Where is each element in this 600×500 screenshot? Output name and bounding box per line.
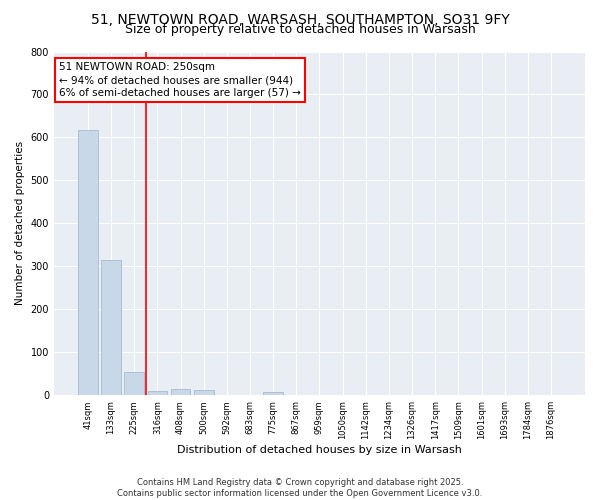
Bar [170, 389, 190, 396]
Bar [101, 260, 121, 396]
Text: 51, NEWTOWN ROAD, WARSASH, SOUTHAMPTON, SO31 9FY: 51, NEWTOWN ROAD, WARSASH, SOUTHAMPTON, … [91, 12, 509, 26]
Y-axis label: Number of detached properties: Number of detached properties [15, 142, 25, 306]
Bar [148, 390, 167, 396]
Text: 51 NEWTOWN ROAD: 250sqm
← 94% of detached houses are smaller (944)
6% of semi-de: 51 NEWTOWN ROAD: 250sqm ← 94% of detache… [59, 62, 301, 98]
Bar [124, 372, 144, 396]
Bar [263, 392, 283, 396]
X-axis label: Distribution of detached houses by size in Warsash: Distribution of detached houses by size … [177, 445, 462, 455]
Text: Size of property relative to detached houses in Warsash: Size of property relative to detached ho… [125, 22, 475, 36]
Text: Contains HM Land Registry data © Crown copyright and database right 2025.
Contai: Contains HM Land Registry data © Crown c… [118, 478, 482, 498]
Bar [194, 390, 214, 396]
Bar [78, 130, 98, 396]
